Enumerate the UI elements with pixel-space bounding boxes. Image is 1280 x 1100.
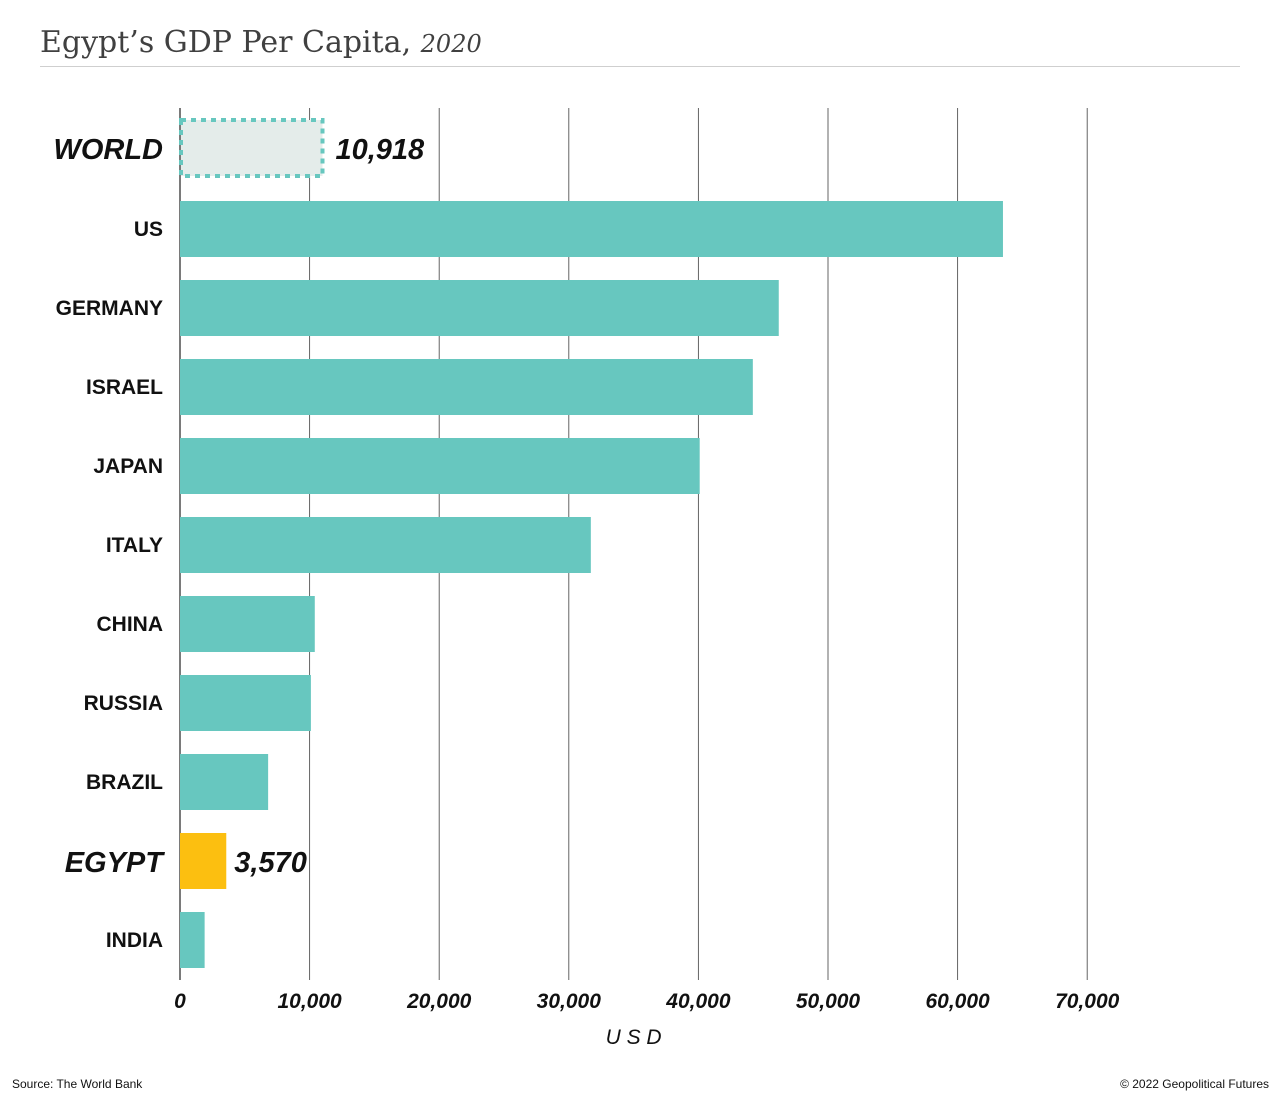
x-tick-label: 60,000	[925, 990, 990, 1013]
x-tick-label: 30,000	[537, 990, 602, 1013]
bars	[179, 118, 1003, 968]
bar-us	[180, 201, 1003, 257]
chart-header: Egypt’s GDP Per Capita, 2020	[40, 26, 1240, 67]
x-tick-label: 0	[174, 990, 186, 1013]
title-year: 2020	[420, 30, 482, 58]
category-label-israel: ISRAEL	[86, 376, 163, 399]
category-label-us: US	[134, 218, 163, 241]
x-tick-label: 40,000	[665, 990, 731, 1013]
title-text: Egypt’s GDP Per Capita,	[40, 25, 412, 60]
bar-world	[179, 118, 325, 178]
source-note: Source: The World Bank	[12, 1077, 143, 1091]
x-axis-label: U S D	[606, 1026, 662, 1049]
data-label-world: 10,918	[335, 134, 425, 166]
category-label-china: CHINA	[97, 613, 164, 636]
category-label-egypt: EGYPT	[65, 847, 166, 879]
bar-italy	[180, 517, 591, 573]
bar-russia	[180, 675, 311, 731]
bar-brazil	[180, 754, 269, 810]
bar-israel	[180, 359, 753, 415]
bar-japan	[180, 438, 700, 494]
bar-china	[180, 596, 315, 652]
category-label-italy: ITALY	[106, 534, 163, 557]
category-label-germany: GERMANY	[56, 297, 163, 320]
bar-egypt	[180, 833, 227, 889]
data-labels: 10,918 3,570	[234, 134, 425, 879]
x-tick-label: 20,000	[406, 990, 472, 1013]
data-label-egypt: 3,570	[234, 847, 307, 879]
x-tick-labels: 0 10,000 20,000 30,000 40,000 50,000 60,000 70,…	[174, 990, 1119, 1013]
x-tick-label: 50,000	[796, 990, 861, 1013]
category-label-japan: JAPAN	[93, 455, 163, 478]
category-label-brazil: BRAZIL	[86, 771, 163, 794]
x-tick-label: 10,000	[277, 990, 342, 1013]
category-label-world: WORLD	[53, 134, 163, 166]
category-labels: WORLD US GERMANY ISRAEL JAPAN ITALY CHINA RUSSI…	[53, 134, 165, 952]
chart-title: Egypt’s GDP Per Capita, 2020	[40, 26, 1240, 61]
copyright-note: © 2022 Geopolitical Futures	[1120, 1077, 1269, 1091]
category-label-india: INDIA	[106, 929, 163, 952]
category-label-russia: RUSSIA	[84, 692, 163, 715]
bar-india	[180, 912, 205, 968]
bar-germany	[180, 280, 779, 336]
x-tick-label: 70,000	[1055, 990, 1120, 1013]
